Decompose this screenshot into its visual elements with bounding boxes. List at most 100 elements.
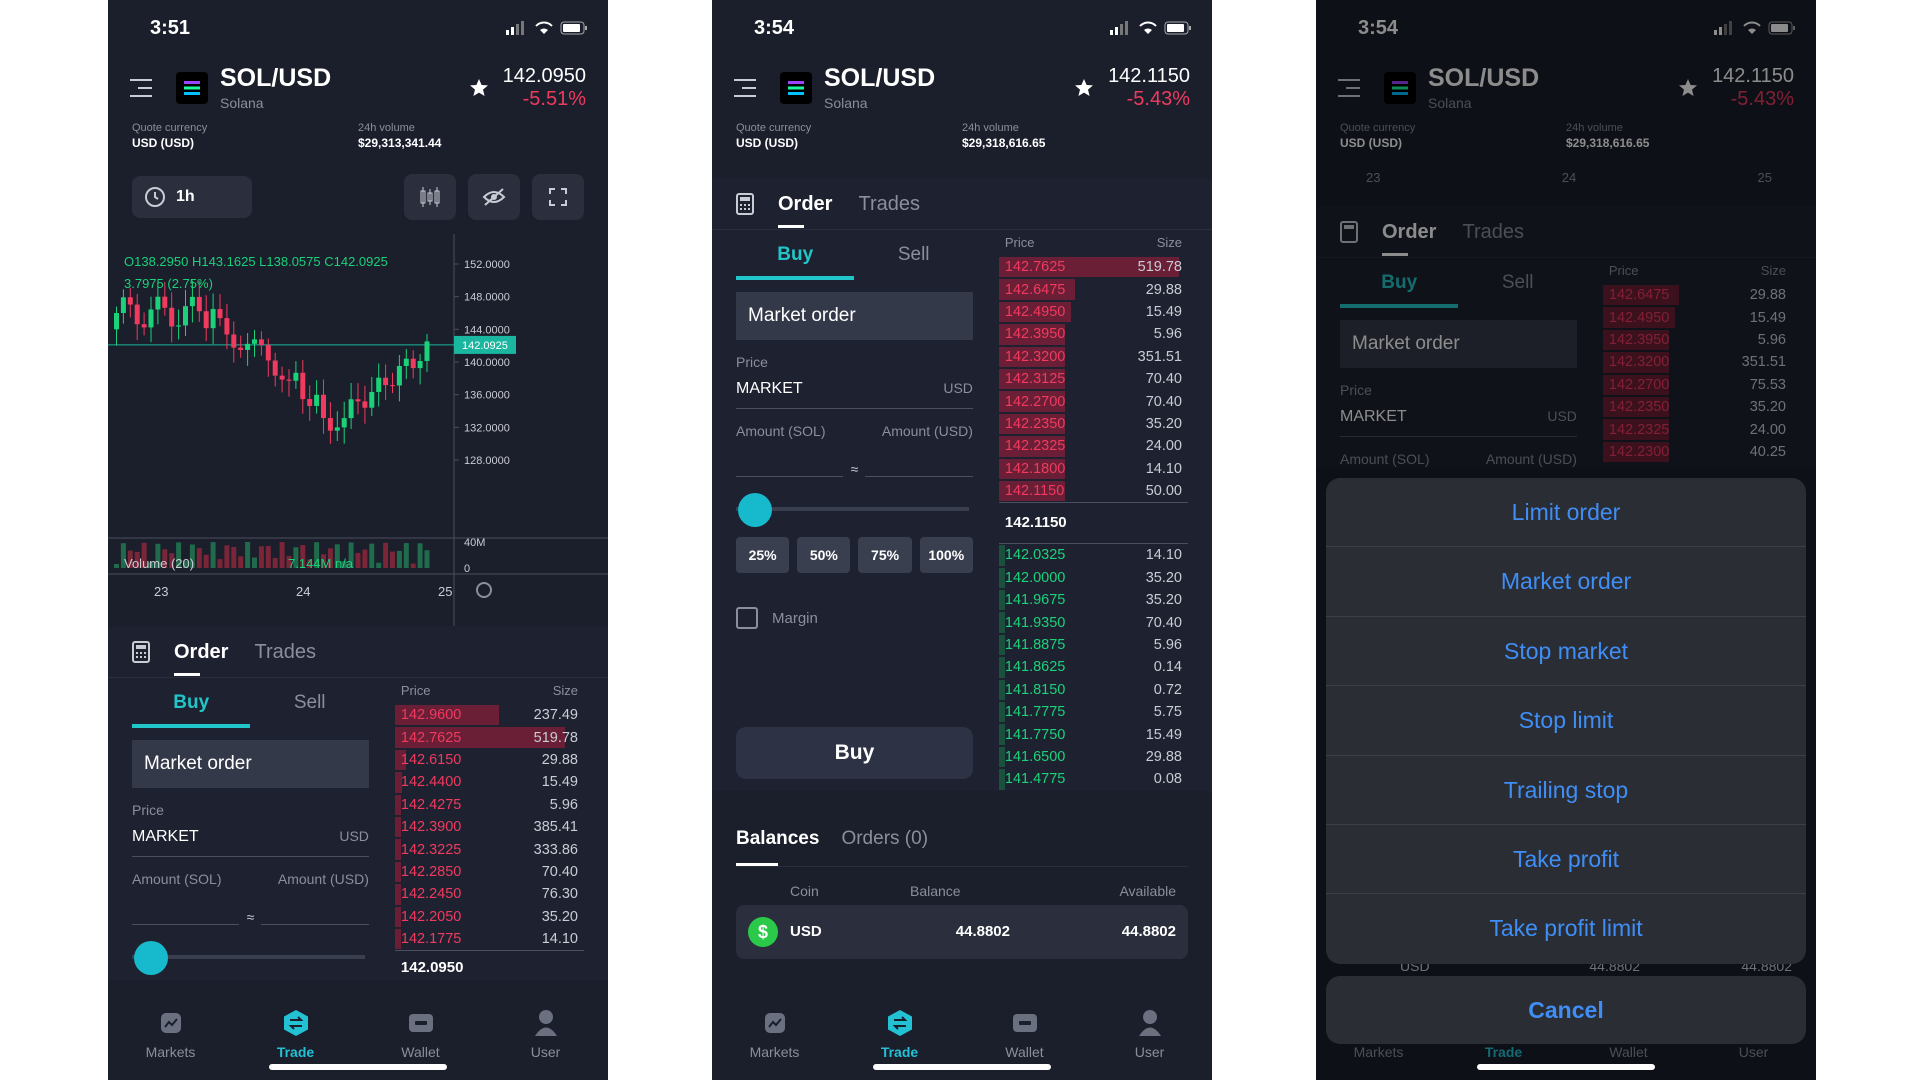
ask-row[interactable]: 142.2700 70.40 xyxy=(998,390,1188,412)
bid-row[interactable]: 141.4775 0.08 xyxy=(998,768,1188,790)
ask-row[interactable]: 142.9600 237.49 xyxy=(394,704,584,726)
bid-row[interactable]: 142.0325 14.10 xyxy=(998,544,1188,566)
buy-tab[interactable]: Buy xyxy=(132,678,251,728)
favorite-star-icon[interactable] xyxy=(1678,78,1698,98)
sell-tab[interactable]: Sell xyxy=(1501,272,1534,293)
sheet-option[interactable]: Trailing stop xyxy=(1326,756,1806,825)
sheet-option[interactable]: Stop limit xyxy=(1326,686,1806,756)
amount-sol-input[interactable] xyxy=(132,901,240,925)
buy-button[interactable]: Buy xyxy=(736,727,973,779)
ask-row[interactable]: 142.3900 385.41 xyxy=(394,816,584,838)
ask-row[interactable]: 142.3200 351.51 xyxy=(1602,351,1792,373)
menu-icon[interactable] xyxy=(734,77,758,99)
nav-item-markets[interactable]: Markets xyxy=(121,1006,221,1080)
price-field[interactable]: MARKET USD xyxy=(132,828,369,857)
tab-order[interactable]: Order xyxy=(174,626,228,678)
amount-usd-input[interactable] xyxy=(261,901,369,925)
ask-row[interactable]: 142.3950 5.96 xyxy=(1602,329,1792,351)
nav-item-user[interactable]: User xyxy=(496,1006,596,1080)
cancel-button[interactable]: Cancel xyxy=(1326,976,1806,1044)
ask-row[interactable]: 142.6475 29.88 xyxy=(1602,284,1792,306)
bid-row[interactable]: 141.8625 0.14 xyxy=(998,656,1188,678)
chart-canvas[interactable]: 152.0000 148.0000 144.0000 140.0000 136.0000… xyxy=(108,234,608,626)
percent-25-button[interactable]: 25% xyxy=(736,537,790,573)
calculator-icon[interactable] xyxy=(132,640,150,663)
bid-row[interactable]: 141.7750 15.49 xyxy=(998,723,1188,745)
tab-trades[interactable]: Trades xyxy=(1462,220,1524,243)
candles-button[interactable] xyxy=(404,174,456,220)
tab-balances[interactable]: Balances xyxy=(736,812,819,867)
ask-row[interactable]: 142.7625 519.78 xyxy=(998,256,1188,278)
bid-row[interactable]: 142.0000 35.20 xyxy=(998,567,1188,589)
calculator-icon[interactable] xyxy=(736,192,754,215)
menu-icon[interactable] xyxy=(130,77,154,99)
ask-row[interactable]: 142.3950 5.96 xyxy=(998,323,1188,345)
amount-sol-input[interactable] xyxy=(736,453,844,477)
ask-row[interactable]: 142.2050 35.20 xyxy=(394,906,584,928)
ask-row[interactable]: 142.6150 29.88 xyxy=(394,749,584,771)
percent-100-button[interactable]: 100% xyxy=(919,537,973,573)
sheet-option[interactable]: Limit order xyxy=(1326,478,1806,548)
nav-item-user[interactable]: User xyxy=(1100,1006,1200,1080)
balance-row[interactable]: $ USD 44.8802 44.8802 xyxy=(736,904,1188,959)
tab-trades[interactable]: Trades xyxy=(858,192,920,215)
ask-row[interactable]: 142.1800 14.10 xyxy=(998,458,1188,480)
ask-row[interactable]: 142.3200 351.51 xyxy=(998,346,1188,368)
ask-row[interactable]: 142.2325 24.00 xyxy=(998,435,1188,457)
bid-row[interactable]: 141.7775 5.75 xyxy=(998,701,1188,723)
ask-row[interactable]: 142.2350 35.20 xyxy=(1602,396,1792,418)
menu-icon[interactable] xyxy=(1338,77,1362,99)
nav-item-markets[interactable]: Markets xyxy=(725,1006,825,1080)
ask-row[interactable]: 142.2850 70.40 xyxy=(394,861,584,883)
favorite-star-icon[interactable] xyxy=(1074,78,1094,98)
bid-row[interactable]: 141.8875 5.96 xyxy=(998,634,1188,656)
price-field[interactable]: MARKET USD xyxy=(1340,408,1577,437)
ask-row[interactable]: 142.3125 70.40 xyxy=(998,368,1188,390)
ask-row[interactable]: 142.2325 24.00 xyxy=(1602,418,1792,440)
price-chart[interactable]: 152.0000 148.0000 144.0000 140.0000 136.0000… xyxy=(108,234,608,626)
ask-row[interactable]: 142.2300 40.25 xyxy=(1602,441,1792,463)
ask-row[interactable]: 142.6475 29.88 xyxy=(998,278,1188,300)
amount-slider[interactable] xyxy=(736,489,973,529)
sheet-option[interactable]: Market order xyxy=(1326,547,1806,617)
amount-slider[interactable] xyxy=(132,937,369,977)
margin-checkbox[interactable] xyxy=(736,607,758,629)
nav-item-wallet[interactable]: Wallet xyxy=(975,1006,1075,1080)
ask-row[interactable]: 142.4275 5.96 xyxy=(394,794,584,816)
sell-tab[interactable]: Sell xyxy=(293,692,326,713)
buy-tab[interactable]: Buy xyxy=(736,230,855,280)
bid-row[interactable]: 141.9350 70.40 xyxy=(998,611,1188,633)
chart-settings-icon[interactable] xyxy=(476,582,492,598)
ask-row[interactable]: 142.1150 50.00 xyxy=(998,480,1188,502)
nav-item-wallet[interactable]: Wallet xyxy=(371,1006,471,1080)
ask-row[interactable]: 142.3225 333.86 xyxy=(394,838,584,860)
nav-item-trade[interactable]: Trade xyxy=(246,1006,346,1080)
nav-item-trade[interactable]: Trade xyxy=(850,1006,950,1080)
ask-row[interactable]: 142.2700 75.53 xyxy=(1602,374,1792,396)
price-field[interactable]: MARKET USD xyxy=(736,380,973,409)
sheet-option[interactable]: Take profit xyxy=(1326,825,1806,895)
ask-row[interactable]: 142.4950 15.49 xyxy=(998,301,1188,323)
ask-row[interactable]: 142.4950 15.49 xyxy=(1602,306,1792,328)
percent-75-button[interactable]: 75% xyxy=(858,537,912,573)
calculator-icon[interactable] xyxy=(1340,220,1358,243)
sheet-option[interactable]: Take profit limit xyxy=(1489,915,1643,942)
order-type-select[interactable]: Market order xyxy=(132,740,369,788)
volume-indicator-label[interactable]: Volume (20) xyxy=(124,556,195,571)
sheet-option[interactable]: Stop market xyxy=(1326,617,1806,687)
ask-row[interactable]: 142.1775 14.10 xyxy=(394,928,584,950)
ask-row[interactable]: 142.2350 35.20 xyxy=(998,413,1188,435)
ask-row[interactable]: 142.4400 15.49 xyxy=(394,771,584,793)
favorite-star-icon[interactable] xyxy=(469,78,489,98)
slider-knob[interactable] xyxy=(738,493,772,527)
sell-tab[interactable]: Sell xyxy=(897,244,930,265)
hide-indicators-button[interactable] xyxy=(468,174,520,220)
fullscreen-button[interactable] xyxy=(532,174,584,220)
ask-row[interactable]: 142.7625 519.78 xyxy=(394,726,584,748)
order-type-select[interactable]: Market order xyxy=(736,292,973,340)
bid-row[interactable]: 141.6500 29.88 xyxy=(998,746,1188,768)
slider-knob[interactable] xyxy=(134,941,168,975)
bid-row[interactable]: 141.8150 0.72 xyxy=(998,679,1188,701)
tab-order[interactable]: Order xyxy=(1382,206,1436,258)
tab-trades[interactable]: Trades xyxy=(254,640,316,663)
